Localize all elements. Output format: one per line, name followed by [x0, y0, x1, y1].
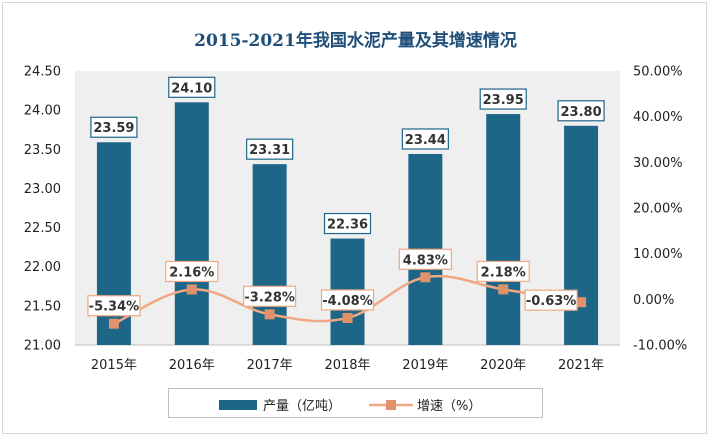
growth-label-box [87, 295, 141, 317]
x-axis-tick: 2020年 [480, 358, 526, 373]
right-axis-tick: 30.00% [633, 156, 683, 171]
legend-label-line: 增速（%） [417, 399, 482, 414]
bar-label-box [246, 138, 294, 160]
left-axis-tick: 24.50 [24, 65, 61, 80]
x-axis-tick: 2021年 [558, 358, 604, 373]
bar-data-label: 24.10 [171, 81, 212, 96]
legend-item-line: 增速（%） [369, 395, 481, 414]
bar-label-box [479, 88, 527, 110]
growth-label-box [320, 289, 375, 311]
right-axis-tick: 40.00% [633, 110, 683, 125]
bar-label-box [168, 76, 216, 98]
growth-data-label: -3.28% [244, 290, 295, 305]
growth-label-box [243, 285, 297, 307]
growth-marker [186, 284, 197, 295]
bar-data-label: 23.59 [93, 121, 134, 136]
legend-line-swatch [369, 399, 413, 410]
bar [564, 125, 599, 345]
bar [486, 114, 521, 345]
left-axis-tick: 23.00 [24, 182, 61, 197]
x-axis-tick: 2019年 [402, 358, 448, 373]
bar-label-box [401, 128, 449, 150]
bar-label-box [90, 116, 138, 138]
growth-marker [576, 297, 587, 308]
x-axis-tick: 2018年 [324, 358, 370, 373]
left-axis-tick: 22.00 [24, 260, 61, 275]
chart-title: 2015-2021年我国水泥产量及其增速情况 [194, 31, 517, 51]
bar-data-label: 23.44 [405, 133, 446, 148]
growth-data-label: 2.18% [481, 265, 526, 280]
legend-item-bar: 产量（亿吨） [219, 395, 341, 414]
left-axis-tick: 21.00 [24, 339, 61, 354]
right-axis-tick: 20.00% [633, 202, 683, 217]
bar-data-label: 23.95 [483, 93, 524, 108]
growth-data-label: -0.63% [526, 294, 577, 309]
growth-data-label: -4.08% [322, 294, 373, 309]
growth-label-box [476, 260, 530, 282]
growth-marker [420, 272, 431, 283]
left-axis-tick: 21.50 [24, 299, 61, 314]
x-axis-tick: 2016年 [169, 358, 215, 373]
right-axis-tick: -10.00% [633, 339, 687, 354]
left-axis-tick: 24.00 [24, 104, 61, 119]
growth-label-box [398, 248, 452, 270]
growth-marker [264, 309, 275, 320]
legend: 产量（亿吨） 增速（%） [168, 388, 543, 418]
growth-data-label: 2.16% [169, 265, 214, 280]
bar-data-label: 23.31 [249, 143, 290, 158]
bar-data-label: 23.80 [561, 105, 602, 120]
growth-data-label: -5.34% [89, 300, 140, 315]
growth-label-box [524, 289, 578, 311]
bar-label-box [323, 212, 372, 235]
bar-data-label: 22.36 [327, 218, 368, 233]
growth-marker [342, 312, 353, 323]
left-axis-tick: 23.50 [24, 143, 61, 158]
legend-label-bar: 产量（亿吨） [263, 399, 342, 414]
growth-marker [108, 318, 119, 329]
right-axis-tick: 0.00% [633, 293, 674, 308]
growth-marker [498, 284, 509, 295]
growth-label-box [165, 260, 219, 283]
right-axis-tick: 10.00% [633, 247, 683, 262]
x-axis-tick: 2017年 [247, 358, 293, 373]
left-axis-tick: 22.50 [24, 221, 61, 236]
right-axis-tick: 50.00% [633, 65, 683, 80]
bar-label-box [557, 100, 605, 122]
x-axis-tick: 2015年 [91, 358, 137, 373]
growth-data-label: 4.83% [403, 253, 448, 268]
legend-bar-swatch [219, 399, 257, 410]
bar [174, 102, 209, 345]
